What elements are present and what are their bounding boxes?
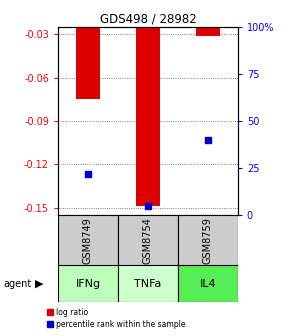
Bar — [178, 215, 238, 265]
Bar — [58, 215, 118, 265]
Text: IL4: IL4 — [200, 279, 216, 289]
Text: GSM8759: GSM8759 — [203, 217, 213, 264]
Text: GSM8749: GSM8749 — [83, 217, 93, 264]
Bar — [178, 265, 238, 302]
Text: agent: agent — [3, 279, 31, 289]
Bar — [118, 215, 178, 265]
Bar — [118, 265, 178, 302]
Text: GSM8754: GSM8754 — [143, 217, 153, 264]
Text: ▶: ▶ — [35, 279, 43, 289]
Text: IFNg: IFNg — [75, 279, 101, 289]
Title: GDS498 / 28982: GDS498 / 28982 — [99, 13, 196, 26]
Bar — [196, 27, 220, 36]
Bar — [58, 265, 118, 302]
Legend: log ratio, percentile rank within the sample: log ratio, percentile rank within the sa… — [47, 308, 186, 329]
Text: TNFa: TNFa — [134, 279, 162, 289]
Bar — [136, 27, 160, 206]
Bar — [76, 27, 100, 99]
